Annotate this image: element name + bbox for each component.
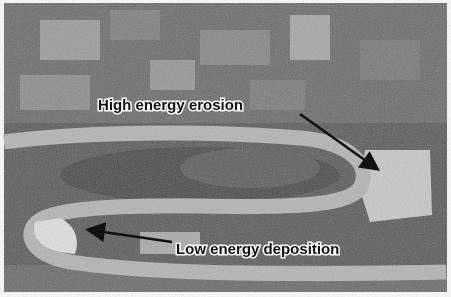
aerial-photo: High energy erosion Low energy depositio… [0,0,451,297]
annotation: Low energy deposition [176,241,339,258]
page: {"annotations": [{"label": "High energy … [0,0,451,297]
annotation: High energy erosion [98,97,243,114]
